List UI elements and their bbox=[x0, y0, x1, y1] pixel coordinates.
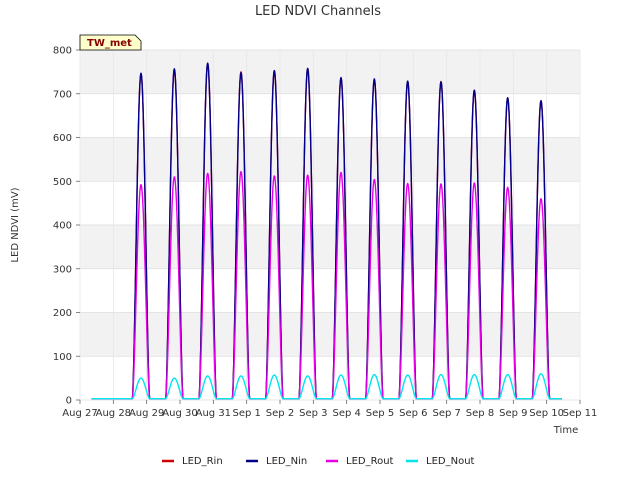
x-tick-label: Sep 6 bbox=[399, 408, 427, 419]
x-tick-label: Sep 10 bbox=[529, 408, 564, 419]
y-tick-label: 600 bbox=[53, 133, 72, 144]
site-badge-label: TW_met bbox=[87, 38, 132, 49]
x-tick-label: Aug 30 bbox=[162, 408, 197, 419]
y-tick-label: 400 bbox=[53, 221, 72, 232]
site-badge: TW_met bbox=[79, 34, 142, 51]
x-tick-label: Sep 2 bbox=[266, 408, 294, 419]
y-tick-label: 0 bbox=[66, 396, 72, 407]
y-axis-ticks: 0 100 200 300 400 500 600 700 800 bbox=[53, 46, 80, 407]
y-tick-label: 200 bbox=[53, 308, 72, 319]
legend-label: LED_Nin bbox=[266, 456, 307, 467]
grid-band bbox=[80, 137, 580, 182]
legend: LED_Rin LED_Nin LED_Rout LED_Nout bbox=[162, 456, 475, 467]
grid-bands bbox=[80, 50, 580, 357]
x-tick-label: Sep 7 bbox=[432, 408, 460, 419]
y-tick-label: 700 bbox=[53, 89, 72, 100]
grid-band bbox=[80, 225, 580, 269]
y-tick-label: 100 bbox=[53, 352, 72, 363]
series-line-led_nout bbox=[91, 373, 563, 400]
x-tick-label: Sep 1 bbox=[232, 408, 260, 419]
y-tick-label: 500 bbox=[53, 177, 72, 188]
x-tick-label: Aug 27 bbox=[62, 408, 97, 419]
x-tick-label: Aug 29 bbox=[129, 408, 164, 419]
x-tick-label: Sep 3 bbox=[299, 408, 327, 419]
grid-band bbox=[80, 50, 580, 94]
legend-label: LED_Rout bbox=[346, 456, 394, 467]
x-tick-label: Sep 4 bbox=[332, 408, 360, 419]
x-tick-label: Sep 9 bbox=[499, 408, 527, 419]
y-tick-label: 800 bbox=[53, 46, 72, 57]
y-tick-label: 300 bbox=[53, 264, 72, 275]
x-axis-title: Time bbox=[553, 425, 578, 436]
x-tick-label: Sep 5 bbox=[366, 408, 394, 419]
legend-label: LED_Nout bbox=[426, 456, 475, 467]
x-tick-label: Sep 8 bbox=[466, 408, 494, 419]
site-badge-shape bbox=[79, 34, 142, 51]
grid-band bbox=[80, 312, 580, 357]
chart-title: LED NDVI Channels bbox=[255, 4, 381, 19]
x-tick-label: Aug 28 bbox=[96, 408, 131, 419]
series-layer bbox=[91, 62, 563, 400]
legend-label: LED_Rin bbox=[182, 456, 223, 467]
x-tick-label: Aug 31 bbox=[196, 408, 231, 419]
x-tick-label: Sep 11 bbox=[563, 408, 598, 419]
y-axis-title: LED NDVI (mV) bbox=[10, 187, 21, 262]
